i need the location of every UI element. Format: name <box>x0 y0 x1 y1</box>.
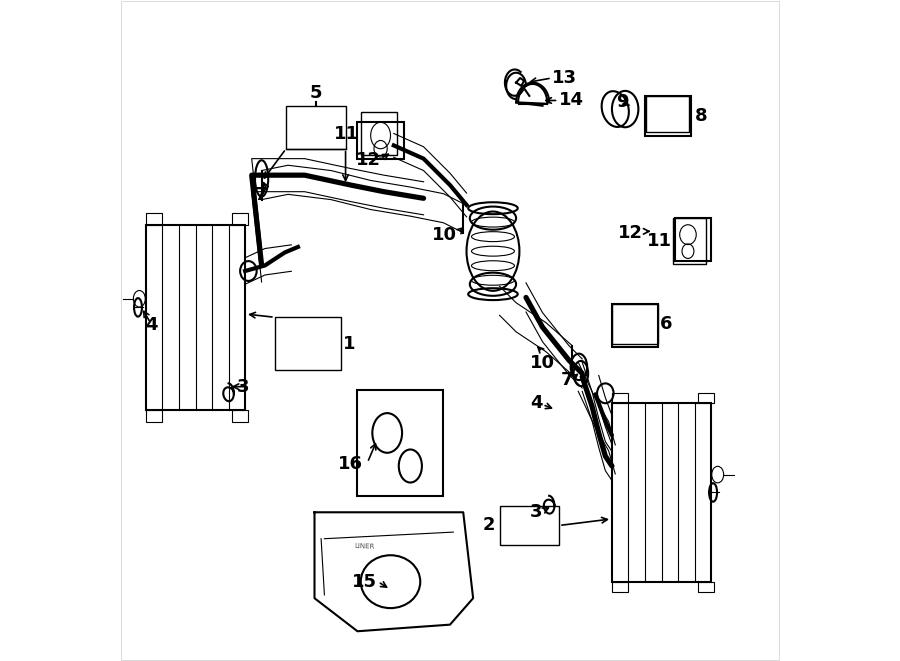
Bar <box>612 582 628 592</box>
Bar <box>500 506 559 545</box>
Bar <box>232 410 248 422</box>
Text: 11: 11 <box>647 232 672 251</box>
Text: 13: 13 <box>552 69 577 87</box>
Bar <box>698 393 715 403</box>
Text: 9: 9 <box>616 93 628 112</box>
Text: 3: 3 <box>237 377 249 396</box>
Text: 14: 14 <box>559 91 584 110</box>
Text: 10: 10 <box>530 354 555 371</box>
Bar <box>232 213 248 225</box>
Text: 7: 7 <box>255 186 267 204</box>
Text: 4: 4 <box>530 394 543 412</box>
Bar <box>673 218 707 264</box>
Bar <box>146 410 163 422</box>
Bar <box>146 213 163 225</box>
Text: 15: 15 <box>352 572 377 591</box>
Text: 12: 12 <box>356 151 381 169</box>
Bar <box>274 317 341 370</box>
Text: 7: 7 <box>561 371 573 389</box>
Text: 16: 16 <box>338 455 363 473</box>
Bar <box>645 96 691 136</box>
Text: 6: 6 <box>661 315 672 333</box>
Bar <box>612 393 628 403</box>
Text: 1: 1 <box>343 334 356 353</box>
Text: 4: 4 <box>145 316 158 334</box>
Bar <box>612 403 711 582</box>
Bar <box>357 390 444 496</box>
Bar <box>612 304 658 347</box>
Bar <box>146 225 245 410</box>
Text: LINER: LINER <box>355 543 374 550</box>
Text: 3: 3 <box>530 503 543 522</box>
Text: 12: 12 <box>618 223 643 242</box>
Text: 11: 11 <box>334 124 359 143</box>
Bar <box>646 96 689 132</box>
Text: 8: 8 <box>695 106 707 125</box>
Bar <box>361 112 397 155</box>
Bar <box>612 304 658 344</box>
Text: 10: 10 <box>432 225 456 244</box>
Bar <box>357 122 404 159</box>
Bar <box>698 582 715 592</box>
Bar <box>675 218 711 261</box>
Text: 2: 2 <box>482 516 495 535</box>
Text: 5: 5 <box>310 85 322 102</box>
Bar <box>286 106 346 149</box>
